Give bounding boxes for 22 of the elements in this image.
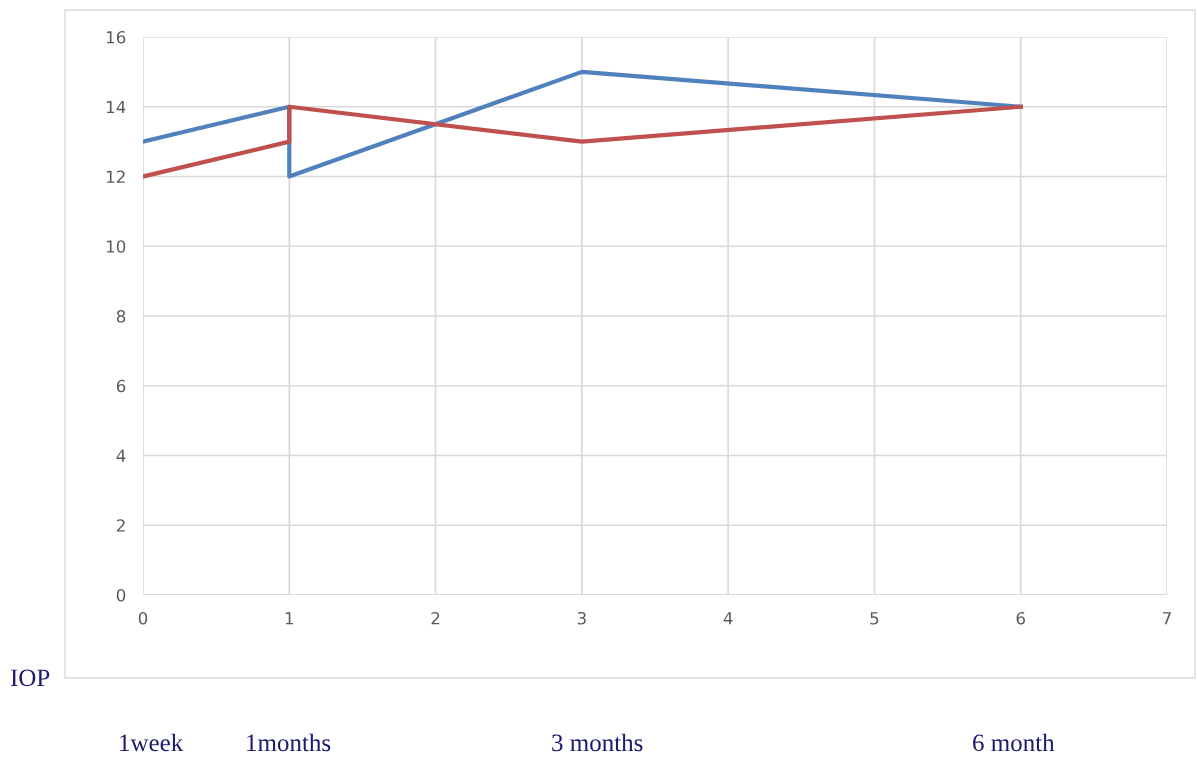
x-tick-label: 5: [870, 612, 879, 625]
y-tick-label: 16: [106, 30, 126, 44]
x-tick-label: 1: [285, 612, 294, 625]
x-tick-label: 2: [431, 611, 440, 625]
text: IOP: [10, 669, 50, 687]
text: 3 months: [552, 733, 643, 752]
x-tick-label: 4: [723, 612, 733, 625]
x-tick-label: 0: [138, 611, 148, 625]
x-tick-label: 7: [1163, 612, 1171, 625]
y-tick-label: 14: [106, 100, 126, 114]
text: 6 month: [973, 733, 1055, 752]
y-tick-label: 8: [116, 309, 126, 323]
y-tick-label: 10: [106, 240, 126, 253]
y-tick-label: 6: [116, 379, 126, 393]
x-tick-label: 3: [577, 611, 586, 625]
text: 1week: [120, 733, 184, 752]
y-tick-label: 4: [116, 449, 126, 462]
text: 1months: [247, 733, 331, 752]
y-tick-label: 2: [116, 519, 125, 532]
y-tick-label: 0: [116, 588, 126, 602]
y-tick-label: 12: [106, 170, 125, 183]
x-tick-label: 6: [1016, 611, 1025, 625]
